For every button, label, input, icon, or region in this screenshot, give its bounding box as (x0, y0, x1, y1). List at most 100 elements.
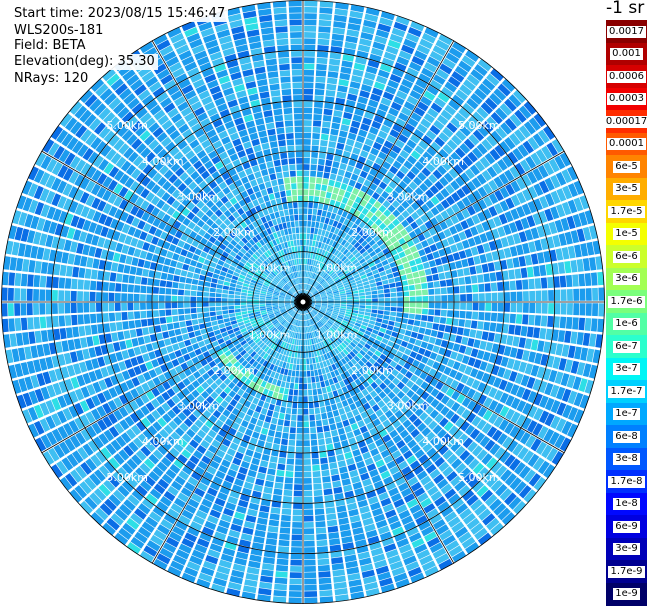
ray-gates-light (159, 45, 298, 292)
ray (226, 7, 302, 296)
ray (303, 0, 318, 296)
ray (241, 308, 302, 600)
ray-gates-cyan (267, 390, 274, 398)
ray-gates-light (59, 113, 284, 288)
ring-label: 1.00km (249, 329, 291, 342)
ray (257, 308, 303, 602)
ray-gates-light (309, 256, 603, 302)
ray (307, 306, 527, 515)
ray-gates-dark (205, 466, 248, 565)
colorbar-segment: 0.00017 (603, 110, 647, 133)
ray-gates-mid (102, 306, 300, 536)
colorbar-tick-label: 1e-8 (613, 498, 640, 510)
ray-gates-light (102, 68, 300, 298)
ray-gates-dark (307, 45, 329, 221)
ray (308, 180, 584, 300)
ray-gates-light (14, 302, 297, 331)
ray-gates-cyan (126, 331, 281, 530)
ray-gates-dark (42, 138, 229, 258)
ray (304, 307, 395, 593)
ray-gates-dark (332, 26, 422, 228)
colorbar-tick-label: 3e-7 (613, 363, 640, 375)
ray (309, 302, 605, 317)
ray (304, 308, 380, 597)
ray (16, 195, 298, 301)
ray-gates-dark (196, 394, 267, 548)
ray (308, 125, 556, 299)
ray-gates-light (308, 304, 549, 440)
ray-gates-light (272, 308, 303, 603)
ray-gates-green (403, 262, 410, 269)
ray-gates-dark (317, 97, 346, 216)
ray-gates-cyan (262, 342, 288, 396)
ray-gates-mid (331, 27, 439, 241)
ray-gates-mid (56, 129, 298, 299)
ray-gates-green (404, 245, 418, 256)
ray-gates-cyan (314, 181, 342, 261)
ray-gates-dark (324, 23, 392, 225)
ray-gates-cyan (346, 271, 604, 300)
ray (139, 41, 300, 297)
ring-label: 2.00km (351, 226, 393, 239)
ray-gates-mid (24, 213, 280, 296)
ray (306, 307, 467, 563)
ray-gates-cyan (103, 162, 268, 278)
ray-gates-light (309, 303, 586, 376)
ray (1, 287, 297, 302)
ray-gates-light (51, 304, 291, 368)
ray-gates-mid (110, 78, 288, 284)
ray-gates-cyan (251, 276, 270, 287)
colorbar-tick-label: 6e-9 (613, 520, 640, 533)
ray-gates-green (387, 234, 412, 252)
ray (308, 304, 578, 438)
ray-gates-cyan (360, 324, 367, 330)
ray-gates-mid (303, 2, 349, 296)
ray-gates-light (308, 304, 473, 376)
colorbar-segment: 0.0006 (606, 65, 647, 88)
ray-gates-mid (305, 307, 425, 583)
colorbar-tick-label: 6e-5 (613, 160, 640, 173)
ray-gates-green (253, 378, 263, 391)
ray-gates-cyan (229, 197, 283, 272)
ray-gates-cyan (277, 250, 285, 263)
ray-gates-light (308, 221, 558, 301)
ray-gates-light (48, 142, 298, 299)
ray (303, 2, 349, 296)
ray-gates-green (309, 176, 316, 196)
ray-gates-light (289, 25, 303, 284)
ring-label: 4.00km (142, 155, 184, 168)
ray-gates-green (277, 393, 283, 400)
ray-gates-light (305, 21, 425, 297)
ring-label: 2.00km (213, 364, 255, 377)
ray-gates-cyan (303, 63, 315, 265)
ray-gates-light (259, 308, 303, 590)
ray (303, 308, 334, 603)
ray-gates-mid (146, 307, 300, 552)
ray (307, 101, 537, 299)
ray-gates-dark (259, 14, 288, 166)
ray-gates-cyan (106, 73, 120, 87)
ray-gates-light (304, 308, 380, 597)
ray-gates-light (9, 302, 297, 347)
ray-gates-green (265, 382, 272, 390)
ray-gates-mid (130, 55, 300, 297)
ray-gates-mid (84, 327, 277, 510)
ray-gates-mid (65, 117, 299, 299)
ray-gates-mid (40, 307, 293, 449)
ring-label: 3.00km (387, 400, 429, 413)
ray-gates-cyan (310, 54, 355, 259)
ray-gates-green (222, 354, 235, 365)
ray-gates-mid (308, 199, 578, 301)
ray (304, 307, 410, 589)
ray (288, 0, 303, 296)
ray-gates-cyan (278, 363, 293, 420)
ray (59, 113, 299, 299)
ray-gates-dark (259, 505, 270, 513)
ray (241, 4, 302, 296)
ray-gates-mid (40, 155, 293, 297)
ray-gates-mid (314, 323, 444, 554)
ray-gates-mid (28, 313, 268, 405)
colorbar-segment: 6e-8 (606, 425, 647, 448)
ray (196, 15, 302, 297)
ray-gates-cyan (375, 459, 425, 549)
